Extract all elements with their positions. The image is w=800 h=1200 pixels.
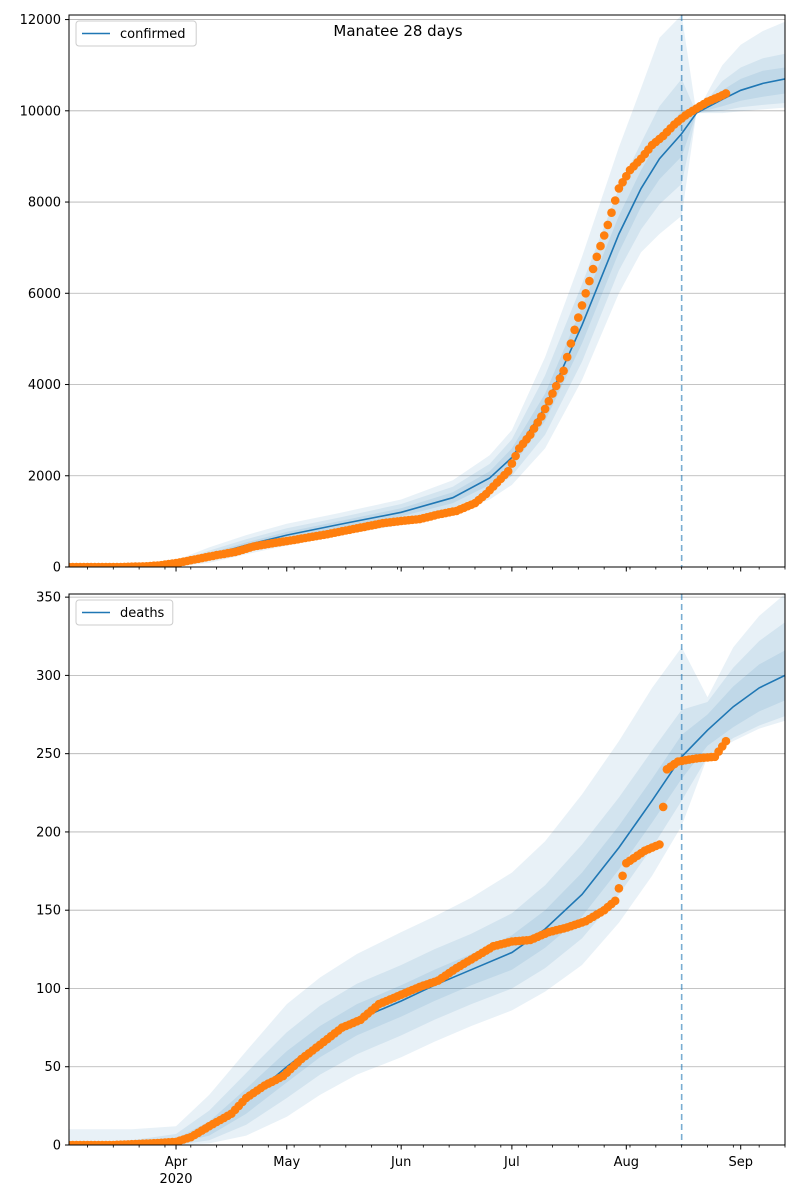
y-tick-label: 6000 <box>28 287 61 302</box>
data-point <box>721 89 731 98</box>
x-tick-label: Jul <box>503 1155 520 1170</box>
data-point <box>614 884 624 893</box>
y-tick-label: 150 <box>36 904 61 919</box>
data-point <box>562 352 572 362</box>
x-tick-label: Apr <box>165 1155 188 1170</box>
legend: confirmed <box>75 20 197 47</box>
y-tick-label: 0 <box>53 561 61 576</box>
data-point <box>721 736 731 746</box>
data-point <box>592 252 602 262</box>
data-point <box>507 459 517 468</box>
y-tick-label: 300 <box>36 669 61 684</box>
data-point <box>585 276 594 286</box>
data-point <box>544 396 554 406</box>
uncertainty-bands <box>69 594 785 1145</box>
data-point <box>610 896 620 906</box>
y-tick-label: 8000 <box>28 196 61 211</box>
data-point <box>566 339 576 348</box>
uncertainty-bands <box>69 15 785 567</box>
confirmed-panel: 0 2000 4000 6000 8000 10000 12000 confirmed <box>20 13 786 576</box>
data-point <box>503 466 513 476</box>
data-point <box>511 451 520 461</box>
x-tick-label: Jun <box>390 1155 411 1170</box>
data-point <box>577 301 587 310</box>
data-point <box>540 404 550 414</box>
y-tick-label: 10000 <box>20 104 61 119</box>
y-tick-label: 250 <box>36 747 61 762</box>
data-point <box>610 196 620 205</box>
y-tick-label: 12000 <box>20 13 61 28</box>
x-tick-label: May <box>273 1155 300 1170</box>
y-tick-label: 100 <box>36 982 61 997</box>
data-point <box>574 313 583 322</box>
chart-title: Manatee 28 days <box>333 22 462 40</box>
axes-frame <box>68 14 786 568</box>
y-tick-label: 2000 <box>28 469 61 484</box>
legend-box <box>75 20 197 47</box>
legend-label: confirmed <box>120 27 186 42</box>
y-tick-label: 50 <box>44 1060 61 1075</box>
data-point <box>581 289 590 298</box>
data-point <box>559 366 568 376</box>
data-point <box>588 264 598 274</box>
band-p025-p975 <box>69 594 785 1145</box>
legend: deaths <box>75 599 174 626</box>
x-tick-label: Sep <box>728 1155 753 1170</box>
data-point <box>596 241 605 251</box>
y-tick-label: 200 <box>36 825 61 840</box>
y-tick-label: 4000 <box>28 378 61 393</box>
data-point <box>658 802 668 812</box>
observed-points <box>69 89 731 567</box>
x-tick-sublabel: 2020 <box>159 1172 192 1187</box>
y-tick-label: 350 <box>36 591 61 606</box>
data-point <box>537 412 546 421</box>
data-point <box>599 231 609 240</box>
axes-frame <box>68 593 786 1146</box>
observed-points <box>69 736 731 1145</box>
data-point <box>555 374 565 383</box>
deaths-panel: 0 50 100 150 200 250 300 350 Apr 2020 May Jun Jul Aug… <box>36 591 786 1187</box>
y-tick-label: 0 <box>53 1139 61 1154</box>
band-p10-p90 <box>69 53 785 567</box>
data-point <box>570 325 579 335</box>
data-point <box>655 840 664 849</box>
legend-box <box>75 599 174 626</box>
data-point <box>551 381 561 391</box>
data-point <box>548 389 557 398</box>
data-point <box>603 220 613 230</box>
x-tick-label: Aug <box>614 1155 639 1170</box>
data-point <box>618 871 627 881</box>
data-point <box>607 208 616 217</box>
legend-label: deaths <box>120 606 165 621</box>
